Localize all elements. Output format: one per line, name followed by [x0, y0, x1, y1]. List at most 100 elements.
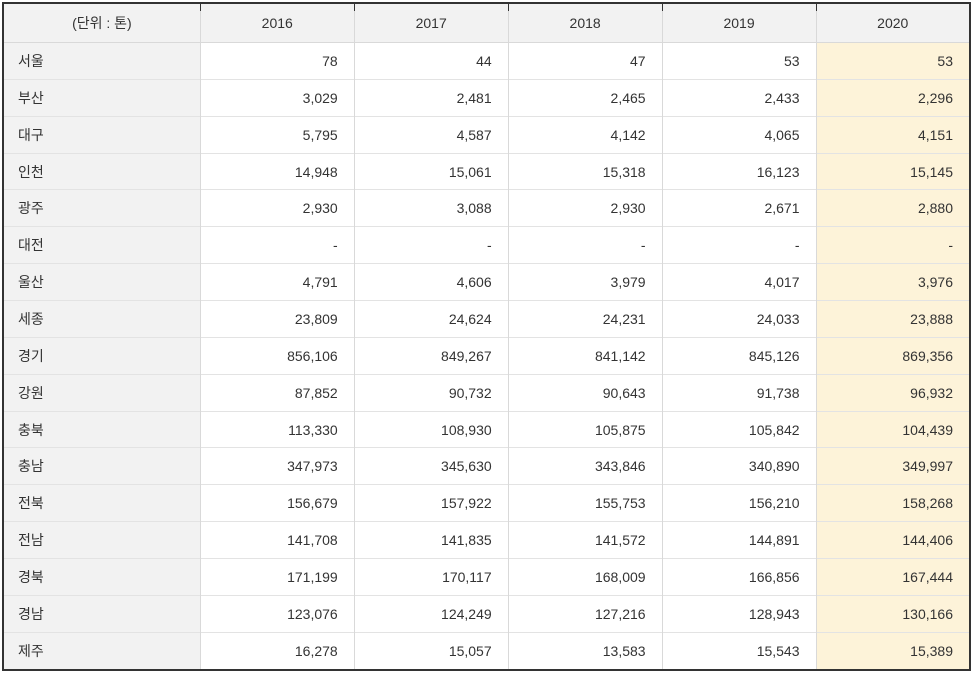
value-cell: 2,296 [815, 78, 970, 117]
region-cell: 대전 [3, 226, 201, 264]
value-cell: 144,406 [815, 521, 970, 559]
region-cell: 경남 [3, 594, 201, 633]
value-cell: 166,856 [661, 558, 817, 596]
value-cell: 141,708 [199, 521, 355, 559]
table-row: 세종 23,809 24,624 24,231 24,033 23,888 [3, 300, 970, 338]
value-cell: 16,278 [199, 631, 355, 670]
table-row: 대구 5,795 4,587 4,142 4,065 4,151 [3, 115, 970, 154]
value-cell: 170,117 [353, 558, 509, 596]
value-cell: 15,543 [661, 631, 817, 670]
table-row: 경남 123,076 124,249 127,216 128,943 130,1… [3, 594, 970, 633]
value-cell: 108,930 [353, 410, 509, 448]
region-cell: 경기 [3, 336, 201, 375]
value-cell: 4,065 [661, 115, 817, 154]
value-cell: 4,606 [353, 263, 509, 301]
value-cell: 44 [353, 42, 509, 80]
value-cell: - [507, 226, 663, 264]
value-cell: 141,572 [507, 521, 663, 559]
value-cell: 15,057 [353, 631, 509, 670]
value-cell: 347,973 [199, 447, 355, 485]
table-row: 경북 171,199 170,117 168,009 166,856 167,4… [3, 558, 970, 596]
value-cell: 157,922 [353, 484, 509, 522]
value-cell: 2,465 [507, 78, 663, 117]
value-cell: 15,318 [507, 152, 663, 190]
value-cell: 167,444 [815, 558, 970, 596]
table-row: 대전 - - - - - [3, 226, 970, 264]
region-cell: 광주 [3, 189, 201, 227]
value-cell: 96,932 [815, 373, 970, 412]
value-cell: 23,888 [815, 300, 970, 338]
table-row: 울산 4,791 4,606 3,979 4,017 3,976 [3, 263, 970, 301]
region-cell: 전남 [3, 521, 201, 559]
value-cell: - [199, 226, 355, 264]
table-row: 부산 3,029 2,481 2,465 2,433 2,296 [3, 78, 970, 117]
value-cell: 4,587 [353, 115, 509, 154]
unit-header: (단위 : 톤) [3, 3, 201, 43]
value-cell: 104,439 [815, 410, 970, 448]
region-cell: 서울 [3, 42, 201, 80]
region-cell: 울산 [3, 263, 201, 301]
year-header-2016: 2016 [199, 3, 355, 43]
region-cell: 대구 [3, 115, 201, 154]
table-row: 강원 87,852 90,732 90,643 91,738 96,932 [3, 373, 970, 412]
value-cell: 2,880 [815, 189, 970, 227]
region-cell: 제주 [3, 631, 201, 670]
value-cell: 53 [661, 42, 817, 80]
value-cell: 15,061 [353, 152, 509, 190]
table-row: 제주 16,278 15,057 13,583 15,543 15,389 [3, 631, 970, 670]
value-cell: 845,126 [661, 336, 817, 375]
value-cell: 4,017 [661, 263, 817, 301]
table-row: 전남 141,708 141,835 141,572 144,891 144,4… [3, 521, 970, 559]
value-cell: 105,842 [661, 410, 817, 448]
region-cell: 전북 [3, 484, 201, 522]
value-cell: 53 [815, 42, 970, 80]
value-cell: 24,033 [661, 300, 817, 338]
value-cell: 3,029 [199, 78, 355, 117]
value-cell: 128,943 [661, 594, 817, 633]
value-cell: - [661, 226, 817, 264]
value-cell: 2,433 [661, 78, 817, 117]
table-row: 광주 2,930 3,088 2,930 2,671 2,880 [3, 189, 970, 227]
value-cell: 4,791 [199, 263, 355, 301]
value-cell: 869,356 [815, 336, 970, 375]
value-cell: 2,930 [507, 189, 663, 227]
value-cell: 171,199 [199, 558, 355, 596]
year-header-2018: 2018 [507, 3, 663, 43]
value-cell: 91,738 [661, 373, 817, 412]
value-cell: 3,976 [815, 263, 970, 301]
value-cell: 90,643 [507, 373, 663, 412]
region-cell: 강원 [3, 373, 201, 412]
value-cell: 2,930 [199, 189, 355, 227]
header-row: (단위 : 톤) 2016 2017 2018 2019 2020 [3, 3, 970, 43]
region-cell: 세종 [3, 300, 201, 338]
value-cell: 349,997 [815, 447, 970, 485]
value-cell: 123,076 [199, 594, 355, 633]
value-cell: 158,268 [815, 484, 970, 522]
value-cell: 340,890 [661, 447, 817, 485]
value-cell: 155,753 [507, 484, 663, 522]
value-cell: 5,795 [199, 115, 355, 154]
value-cell: 345,630 [353, 447, 509, 485]
value-cell: 156,210 [661, 484, 817, 522]
value-cell: 144,891 [661, 521, 817, 559]
value-cell: 3,979 [507, 263, 663, 301]
region-cell: 경북 [3, 558, 201, 596]
value-cell: 2,481 [353, 78, 509, 117]
region-cell: 충남 [3, 447, 201, 485]
region-cell: 부산 [3, 78, 201, 117]
value-cell: 141,835 [353, 521, 509, 559]
value-cell: 23,809 [199, 300, 355, 338]
table-row: 인천 14,948 15,061 15,318 16,123 15,145 [3, 152, 970, 190]
value-cell: 78 [199, 42, 355, 80]
year-header-2019: 2019 [661, 3, 817, 43]
value-cell: 168,009 [507, 558, 663, 596]
value-cell: 849,267 [353, 336, 509, 375]
value-cell: 856,106 [199, 336, 355, 375]
table-header: (단위 : 톤) 2016 2017 2018 2019 2020 [3, 3, 970, 43]
year-header-2017: 2017 [353, 3, 509, 43]
value-cell: 90,732 [353, 373, 509, 412]
region-cell: 인천 [3, 152, 201, 190]
value-cell: - [353, 226, 509, 264]
